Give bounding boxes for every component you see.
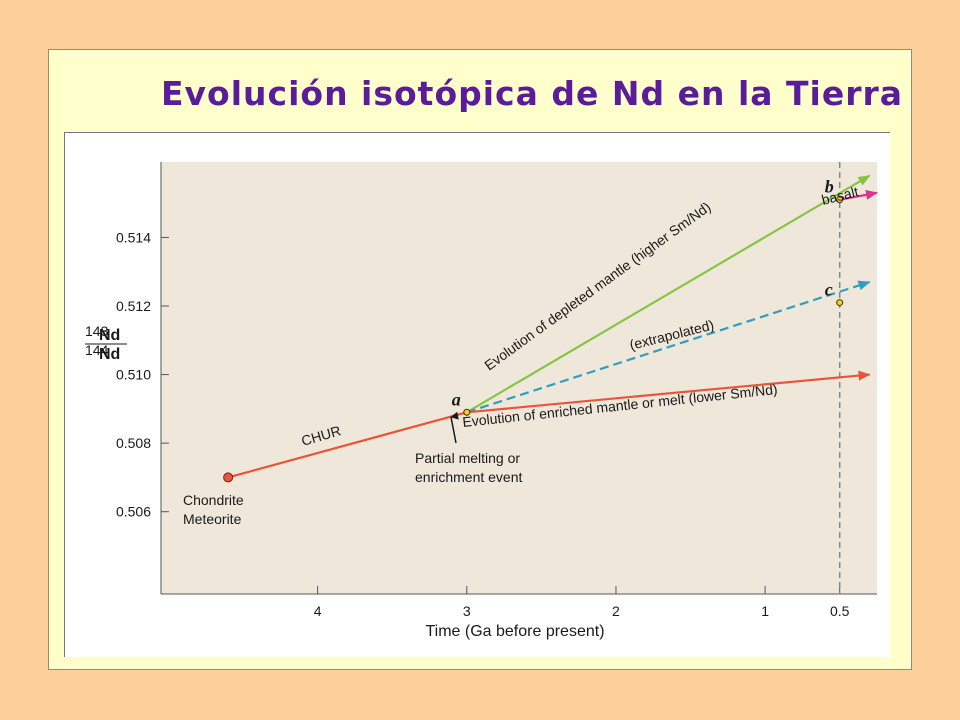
series-line-extrapolated xyxy=(466,280,871,414)
point-c xyxy=(836,299,844,307)
x-tick-label: 3 xyxy=(463,603,471,619)
point-label-b: b xyxy=(825,177,834,197)
y-tick-label: 0.514 xyxy=(116,229,151,245)
x-tick-label: 4 xyxy=(314,603,322,619)
event-pointer-arrow xyxy=(450,411,459,444)
series-line-chur xyxy=(227,411,468,479)
y-title-numerator-mass: 143 xyxy=(85,323,109,339)
x-ticks: 4 3 2 1 0.5 xyxy=(314,586,850,619)
annotation-chondrite-line1: Chondrite xyxy=(183,492,244,508)
chondrite-point xyxy=(223,472,234,483)
series-layer xyxy=(227,174,878,479)
point-b xyxy=(836,196,844,204)
point-label-c: c xyxy=(825,280,833,300)
x-tick-label: 1 xyxy=(761,603,769,619)
y-tick-label: 0.512 xyxy=(116,298,151,314)
series-line-basalt xyxy=(839,189,878,201)
y-title-numerator: Nd xyxy=(99,327,120,344)
plot-area xyxy=(161,162,877,594)
annotation-event-line2: enrichment event xyxy=(415,469,523,485)
series-line-evolution-of-depleted-mantle-higher-sm-nd xyxy=(466,174,871,414)
points-layer: a b c xyxy=(223,177,844,483)
annotation-event-line1: Partial melting or xyxy=(415,450,520,466)
x-axis-title: Time (Ga before present) xyxy=(425,623,604,640)
y-axis-title: 143 Nd 144 Nd xyxy=(85,323,127,363)
y-tick-label: 0.506 xyxy=(116,504,151,520)
point-label-a: a xyxy=(452,389,461,409)
x-tick-label: 2 xyxy=(612,603,620,619)
y-title-denominator-mass: 144 xyxy=(85,342,109,358)
y-tick-label: 0.508 xyxy=(116,435,151,451)
slide-title: Evolución isotópica de Nd en la Tierra xyxy=(161,74,904,113)
y-tick-label: 0.510 xyxy=(116,367,151,383)
series-line-evolution-of-enriched-mantle-or-melt-lower-sm-nd xyxy=(466,370,871,414)
annotation-chondrite-line2: Meteorite xyxy=(183,511,242,527)
x-tick-label: 0.5 xyxy=(830,603,850,619)
y-title-denominator: Nd xyxy=(99,346,120,363)
y-ticks: 0.506 0.508 0.510 0.512 0.514 xyxy=(116,229,169,520)
point-a xyxy=(463,408,471,416)
